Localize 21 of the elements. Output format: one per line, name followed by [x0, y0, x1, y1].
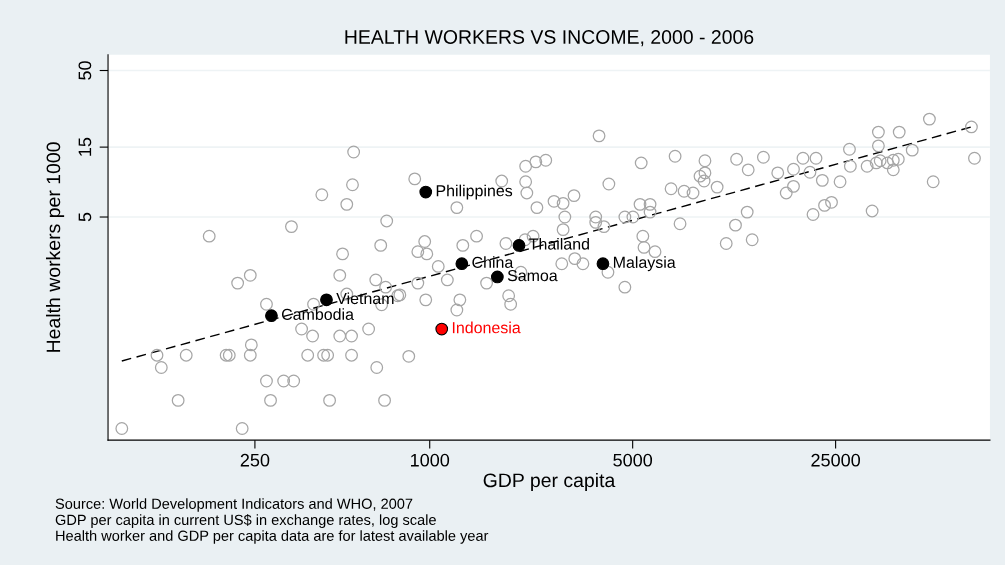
y-tick-label: 50	[78, 61, 92, 80]
annotation: Indonesia	[452, 321, 521, 334]
text: GDP per capita in current US$ in exchange rates, log scale	[55, 514, 436, 528]
annotation: China	[472, 256, 514, 269]
annotation: Cambodia	[281, 308, 354, 321]
x-tick-label: 5000	[613, 453, 653, 467]
annotation: Vietnam	[336, 292, 394, 305]
annotation: Malaysia	[613, 256, 676, 272]
y-tick-label: 5	[78, 212, 92, 222]
annotation: Thailand	[529, 237, 589, 250]
x-tick-label: 1000	[411, 453, 450, 467]
x-tick-label: 25000	[811, 453, 861, 467]
text: Health worker and GDP per capita data are for latest available year	[56, 530, 489, 544]
annotation: Philippines	[436, 184, 513, 200]
y-axis-title: Health workers per 1000	[46, 142, 65, 352]
x-axis-title: GDP per capita	[483, 472, 616, 492]
x-tick-label: 250	[240, 453, 270, 467]
chart-title: HEALTH WORKERS VS INCOME, 2000 - 2006	[345, 30, 754, 47]
source-note: Source: World Development Indicators and WHO, 2007	[55, 498, 413, 512]
y-tick-label: 15	[78, 137, 92, 156]
annotation: Samoa	[507, 269, 558, 282]
